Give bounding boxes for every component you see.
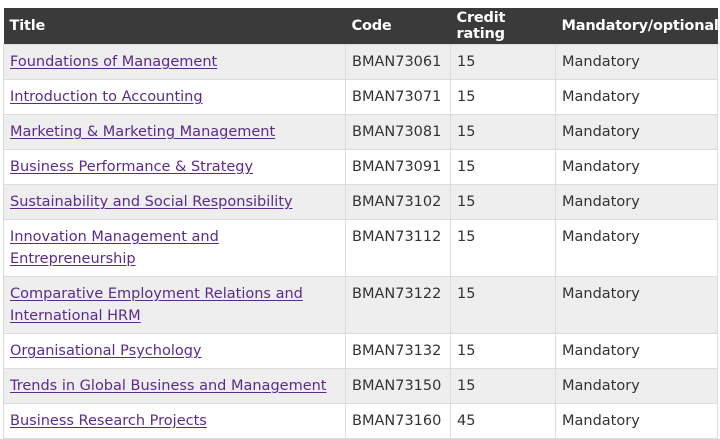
cell-credit-rating: 15: [450, 44, 556, 80]
table-row: Sustainability and Social Responsibility…: [3, 184, 718, 220]
cell-code: BMAN73081: [345, 114, 451, 150]
cell-mandatory-optional: Mandatory: [555, 276, 718, 334]
cell-credit-rating: 15: [450, 184, 556, 220]
cell-credit-rating: 15: [450, 276, 556, 334]
header-title: Title: [3, 8, 346, 45]
cell-title: Marketing & Marketing Management: [3, 114, 346, 150]
table-row: Organisational Psychology BMAN73132 15 Mand…: [3, 333, 718, 369]
table-row: Innovation Management and Entrepreneursh…: [3, 219, 718, 277]
cell-credit-rating: 15: [450, 79, 556, 115]
cell-title: Introduction to Accounting: [3, 79, 346, 115]
course-title-link[interactable]: Business Performance & Strategy: [10, 159, 254, 175]
cell-code: BMAN73112: [345, 219, 451, 277]
table-body: Foundations of Management BMAN73061 15 Mand…: [3, 44, 718, 439]
cell-mandatory-optional: Mandatory: [555, 44, 718, 80]
course-title-link[interactable]: Introduction to Accounting: [10, 89, 203, 105]
course-title-link[interactable]: Business Research Projects: [10, 413, 207, 429]
course-units-table: Title Code Credit rating Mandatory/optio…: [3, 8, 719, 439]
cell-mandatory-optional: Mandatory: [555, 79, 718, 115]
cell-code: BMAN73160: [345, 403, 451, 439]
cell-title: Innovation Management and Entrepreneursh…: [3, 219, 346, 277]
header-code: Code: [345, 8, 451, 45]
cell-title: Foundations of Management: [3, 44, 346, 80]
cell-mandatory-optional: Mandatory: [555, 368, 718, 404]
header-credit-rating: Credit rating: [450, 8, 556, 45]
cell-credit-rating: 15: [450, 219, 556, 277]
header-mandatory-optional: Mandatory/optional: [555, 8, 719, 45]
cell-mandatory-optional: Mandatory: [555, 184, 718, 220]
course-title-link[interactable]: Organisational Psychology: [10, 343, 202, 359]
cell-title: Business Research Projects: [3, 403, 346, 439]
cell-title: Business Performance & Strategy: [3, 149, 346, 185]
cell-code: BMAN73071: [345, 79, 451, 115]
cell-code: BMAN73150: [345, 368, 451, 404]
cell-credit-rating: 15: [450, 149, 556, 185]
table-row: Trends in Global Business and Management…: [3, 368, 718, 404]
table-row: Business Research Projects BMAN73160 45 Man…: [3, 403, 718, 439]
cell-title: Trends in Global Business and Management: [3, 368, 346, 404]
cell-code: BMAN73102: [345, 184, 451, 220]
course-title-link[interactable]: Sustainability and Social Responsibility: [10, 194, 293, 210]
course-title-link[interactable]: Trends in Global Business and Management: [10, 378, 327, 394]
table-row: Comparative Employment Relations and Int…: [3, 276, 718, 334]
cell-credit-rating: 15: [450, 368, 556, 404]
course-title-link[interactable]: Comparative Employment Relations and Int…: [10, 286, 303, 324]
cell-code: BMAN73091: [345, 149, 451, 185]
cell-code: BMAN73122: [345, 276, 451, 334]
cell-credit-rating: 15: [450, 114, 556, 150]
cell-title: Comparative Employment Relations and Int…: [3, 276, 346, 334]
cell-title: Organisational Psychology: [3, 333, 346, 369]
course-title-link[interactable]: Foundations of Management: [10, 54, 218, 70]
cell-mandatory-optional: Mandatory: [555, 149, 718, 185]
course-title-link[interactable]: Marketing & Marketing Management: [10, 124, 276, 140]
table-row: Foundations of Management BMAN73061 15 Mand…: [3, 44, 718, 80]
course-units-table-wrapper: Title Code Credit rating Mandatory/optio…: [3, 8, 719, 439]
cell-title: Sustainability and Social Responsibility: [3, 184, 346, 220]
cell-mandatory-optional: Mandatory: [555, 403, 718, 439]
cell-mandatory-optional: Mandatory: [555, 333, 718, 369]
table-row: Marketing & Marketing Management BMAN7308…: [3, 114, 718, 150]
cell-code: BMAN73061: [345, 44, 451, 80]
course-title-link[interactable]: Innovation Management and Entrepreneursh…: [10, 229, 219, 267]
table-row: Introduction to Accounting BMAN73071 15 Man…: [3, 79, 718, 115]
cell-credit-rating: 15: [450, 333, 556, 369]
table-row: Business Performance & Strategy BMAN73091…: [3, 149, 718, 185]
cell-mandatory-optional: Mandatory: [555, 219, 718, 277]
cell-code: BMAN73132: [345, 333, 451, 369]
cell-mandatory-optional: Mandatory: [555, 114, 718, 150]
table-header-row: Title Code Credit rating Mandatory/optio…: [3, 8, 719, 45]
cell-credit-rating: 45: [450, 403, 556, 439]
